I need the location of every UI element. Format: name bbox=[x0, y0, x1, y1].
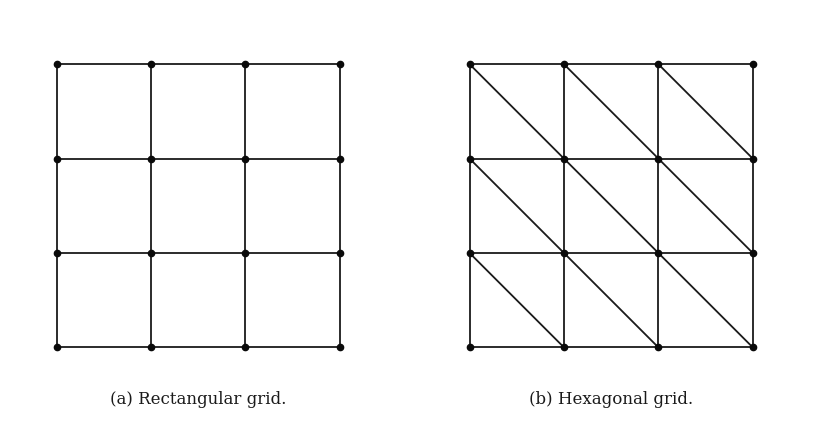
Text: (a) Rectangular grid.: (a) Rectangular grid. bbox=[110, 391, 287, 408]
Text: (b) Hexagonal grid.: (b) Hexagonal grid. bbox=[529, 391, 693, 408]
